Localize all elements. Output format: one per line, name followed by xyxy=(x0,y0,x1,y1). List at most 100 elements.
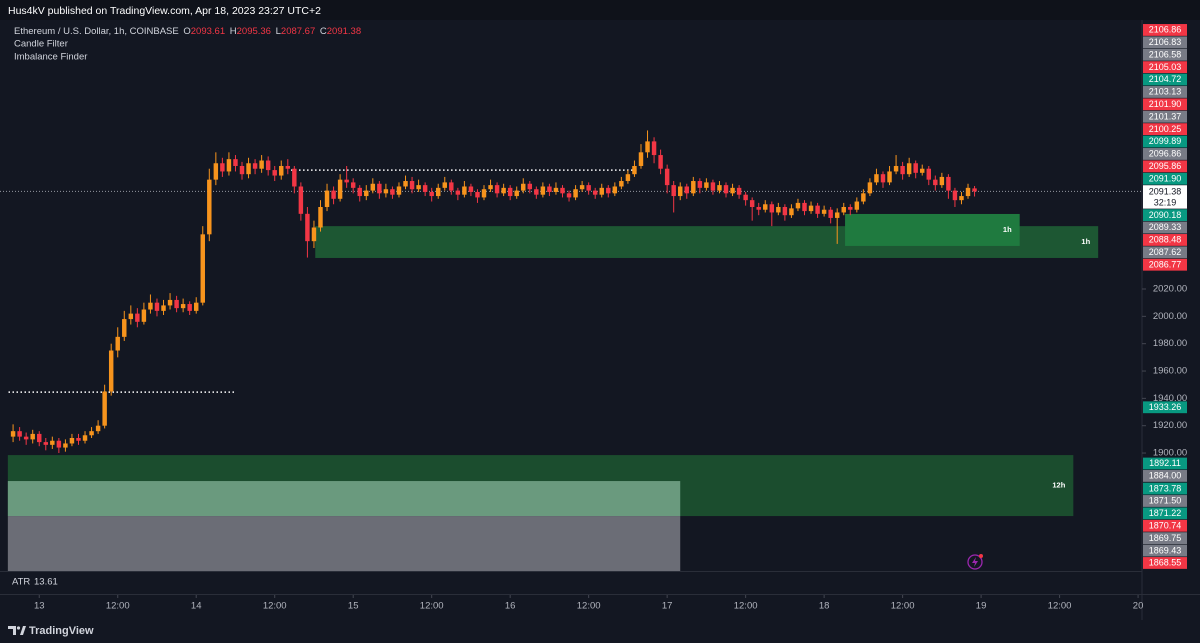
price-badge xyxy=(1143,73,1187,86)
candle-body xyxy=(436,187,441,197)
candle-body xyxy=(331,190,336,199)
candle-body xyxy=(167,299,173,306)
ohlc-key: C xyxy=(320,26,327,37)
candle-body xyxy=(292,168,297,187)
countdown: 32:19 xyxy=(1154,198,1177,208)
candle-body xyxy=(154,302,160,311)
x-tick-label: 14 xyxy=(191,601,202,612)
candle-body xyxy=(808,205,814,212)
indicator-name: Imbalance Finder xyxy=(14,52,87,63)
candle-body xyxy=(141,309,147,322)
legend: Ethereum / U.S. Dollar, 1h, COINBASE O20… xyxy=(14,26,361,37)
price-badge-label: 1873.78 xyxy=(1149,483,1182,493)
brand: TradingView xyxy=(29,625,94,637)
candle-body xyxy=(279,165,284,176)
x-tick-label: 18 xyxy=(819,601,830,612)
price-badge xyxy=(1143,532,1187,545)
ohlc-value: 2087.67 xyxy=(281,26,315,37)
price-badge-label: 2105.03 xyxy=(1149,62,1182,72)
price-badge-label: 2104.72 xyxy=(1149,74,1182,84)
candle-body xyxy=(272,170,277,176)
price-badge xyxy=(1143,519,1187,532)
candle-body xyxy=(135,313,140,322)
imbalance-zone xyxy=(845,213,1020,246)
candle-body xyxy=(364,190,369,197)
candle-body xyxy=(769,204,775,213)
candle-body xyxy=(108,350,114,392)
candle-body xyxy=(952,190,958,201)
candle-body xyxy=(789,208,794,216)
x-tick-label: 19 xyxy=(976,601,987,612)
candle-body xyxy=(207,179,212,235)
x-tick-label: 15 xyxy=(348,601,359,612)
candle-body xyxy=(383,189,389,194)
candle-body xyxy=(933,179,938,186)
candle-body xyxy=(220,163,225,172)
candle-body xyxy=(887,171,892,183)
candle-body xyxy=(148,302,153,310)
price-badge xyxy=(1143,209,1187,222)
imbalance-zone xyxy=(7,516,681,571)
price-badge xyxy=(1143,123,1187,136)
candle-body xyxy=(920,168,925,173)
candle-body xyxy=(625,174,631,182)
candle-body xyxy=(416,185,421,190)
candle-body xyxy=(481,189,487,198)
candle-body xyxy=(893,165,899,172)
price-badge-label: 1870.74 xyxy=(1149,520,1182,530)
x-tick-label: 13 xyxy=(34,601,45,612)
price-badge xyxy=(1143,86,1187,98)
ohlc-key: H xyxy=(230,26,237,37)
x-tick-label: 12:00 xyxy=(577,601,601,612)
candle-body xyxy=(180,304,186,309)
candle-body xyxy=(128,313,134,320)
candle-body xyxy=(521,183,526,191)
price-badge xyxy=(1143,24,1187,36)
x-tick-label: 17 xyxy=(662,601,673,612)
y-tick-label: 2020.00 xyxy=(1153,284,1187,295)
candle-body xyxy=(632,165,637,175)
candle-body xyxy=(193,302,199,311)
candle-body xyxy=(514,190,519,197)
candle-body xyxy=(867,182,873,194)
price-badge xyxy=(1143,221,1187,234)
price-badge xyxy=(1143,110,1187,123)
candle-body xyxy=(710,182,716,191)
candle-body xyxy=(579,185,585,190)
candle-body xyxy=(475,191,480,198)
candle-body xyxy=(795,202,801,209)
candle-body xyxy=(834,212,840,218)
price-badge xyxy=(1143,507,1187,520)
candle-body xyxy=(56,440,62,448)
candle-body xyxy=(749,200,755,207)
candle-body xyxy=(455,190,461,195)
price-badge-label: 2096.86 xyxy=(1149,149,1182,159)
candle-body xyxy=(89,431,94,436)
candle-body xyxy=(540,186,546,195)
price-badge-label: 2106.58 xyxy=(1149,49,1182,59)
zone-label: 1h xyxy=(1003,225,1012,234)
publisher: Hus4kV published on TradingView.com, Apr… xyxy=(8,5,321,17)
candle-body xyxy=(10,431,16,437)
candle-body xyxy=(449,182,454,191)
candle-body xyxy=(906,163,912,175)
price-badge-label: 2101.37 xyxy=(1149,111,1182,121)
price-badge-label: 2086.77 xyxy=(1149,259,1182,269)
candle-body xyxy=(115,336,120,351)
zone-label: 1h xyxy=(1081,237,1090,246)
ohlc-value: 2091.38 xyxy=(327,26,361,37)
brand-logo xyxy=(8,626,26,635)
candle-body xyxy=(122,319,127,337)
candle-body xyxy=(390,189,395,195)
candle-body xyxy=(324,190,330,207)
candle-body xyxy=(704,182,709,188)
price-badge-label: 1933.26 xyxy=(1149,402,1182,412)
candle-body xyxy=(298,186,304,214)
candle-body xyxy=(265,160,271,171)
candle-body xyxy=(651,141,657,156)
candle-body xyxy=(965,187,971,197)
candle-body xyxy=(488,185,493,190)
x-tick-label: 16 xyxy=(505,601,516,612)
price-badge-label: 1869.43 xyxy=(1149,545,1182,555)
price-badge-label: 2091.90 xyxy=(1149,173,1182,183)
